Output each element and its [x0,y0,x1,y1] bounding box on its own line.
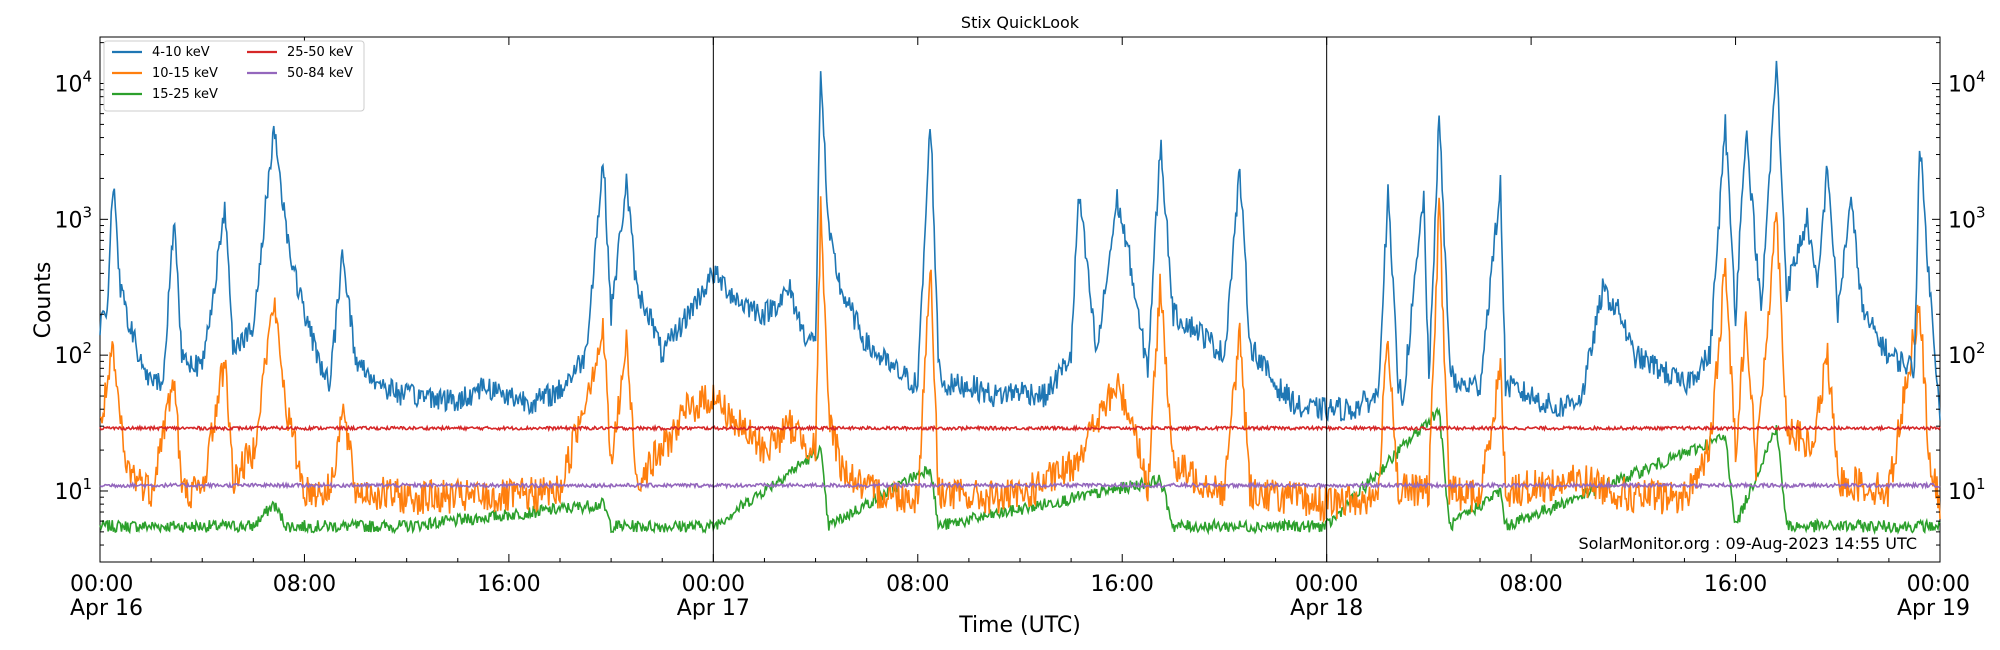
x-tick-label: 16:00 [1091,572,1154,597]
x-tick-label: 16:00 [477,572,540,597]
x-tick-label: 08:00 [273,572,336,597]
x-tick-label: 08:00 [886,572,949,597]
y-tick-label-left: 101 [54,475,92,505]
legend-label: 10-15 keV [152,66,218,81]
series-layer [99,60,1941,536]
x-tick-label: 00:00 [70,572,133,597]
y-tick-label-left: 103 [54,203,92,233]
y-tick-label-left: 102 [54,339,92,369]
x-tick-label: 08:00 [1499,572,1562,597]
y-tick-label-right: 103 [1948,203,1986,233]
day-boundary-layer [712,37,1328,562]
y-tick-label-right: 102 [1948,339,1986,369]
legend-box [103,40,365,112]
legend-label: 15-25 keV [152,87,218,102]
x-tick-label: 00:00 [682,572,745,597]
x-tick-label: 00:00 [1907,572,1970,597]
y-axis-label: Counts [31,262,56,339]
legend-label: 4-10 keV [152,45,210,60]
x-tick-date-label: Apr 16 [70,596,143,621]
x-axis-label: Time (UTC) [958,613,1081,638]
chart-title: Stix QuickLook [961,13,1080,32]
y-tick-label-right: 101 [1948,475,1986,505]
series-line-25-50-kev [99,423,1941,433]
series-line-10-15-kev [99,196,1941,524]
series-line-50-84-kev [99,480,1941,490]
x-tick-date-label: Apr 19 [1897,596,1970,621]
watermark: SolarMonitor.org : 09-Aug-2023 14:55 UTC [1578,534,1917,553]
legend: 4-10 keV 10-15 keV 15-25 keV 25-50 keV 50-84… [103,40,365,112]
series-line-4-10-kev [99,60,1941,422]
x-tick-date-label: Apr 17 [677,596,750,621]
series-line-15-25-kev [99,406,1941,536]
x-tick-date-label: Apr 18 [1290,596,1363,621]
x-tick-label: 00:00 [1295,572,1358,597]
legend-label: 50-84 keV [287,66,353,81]
y-tick-label-right: 104 [1948,68,1986,98]
legend-label: 25-50 keV [287,45,353,60]
y-tick-label-left: 104 [54,68,92,98]
x-tick-label: 16:00 [1704,572,1767,597]
